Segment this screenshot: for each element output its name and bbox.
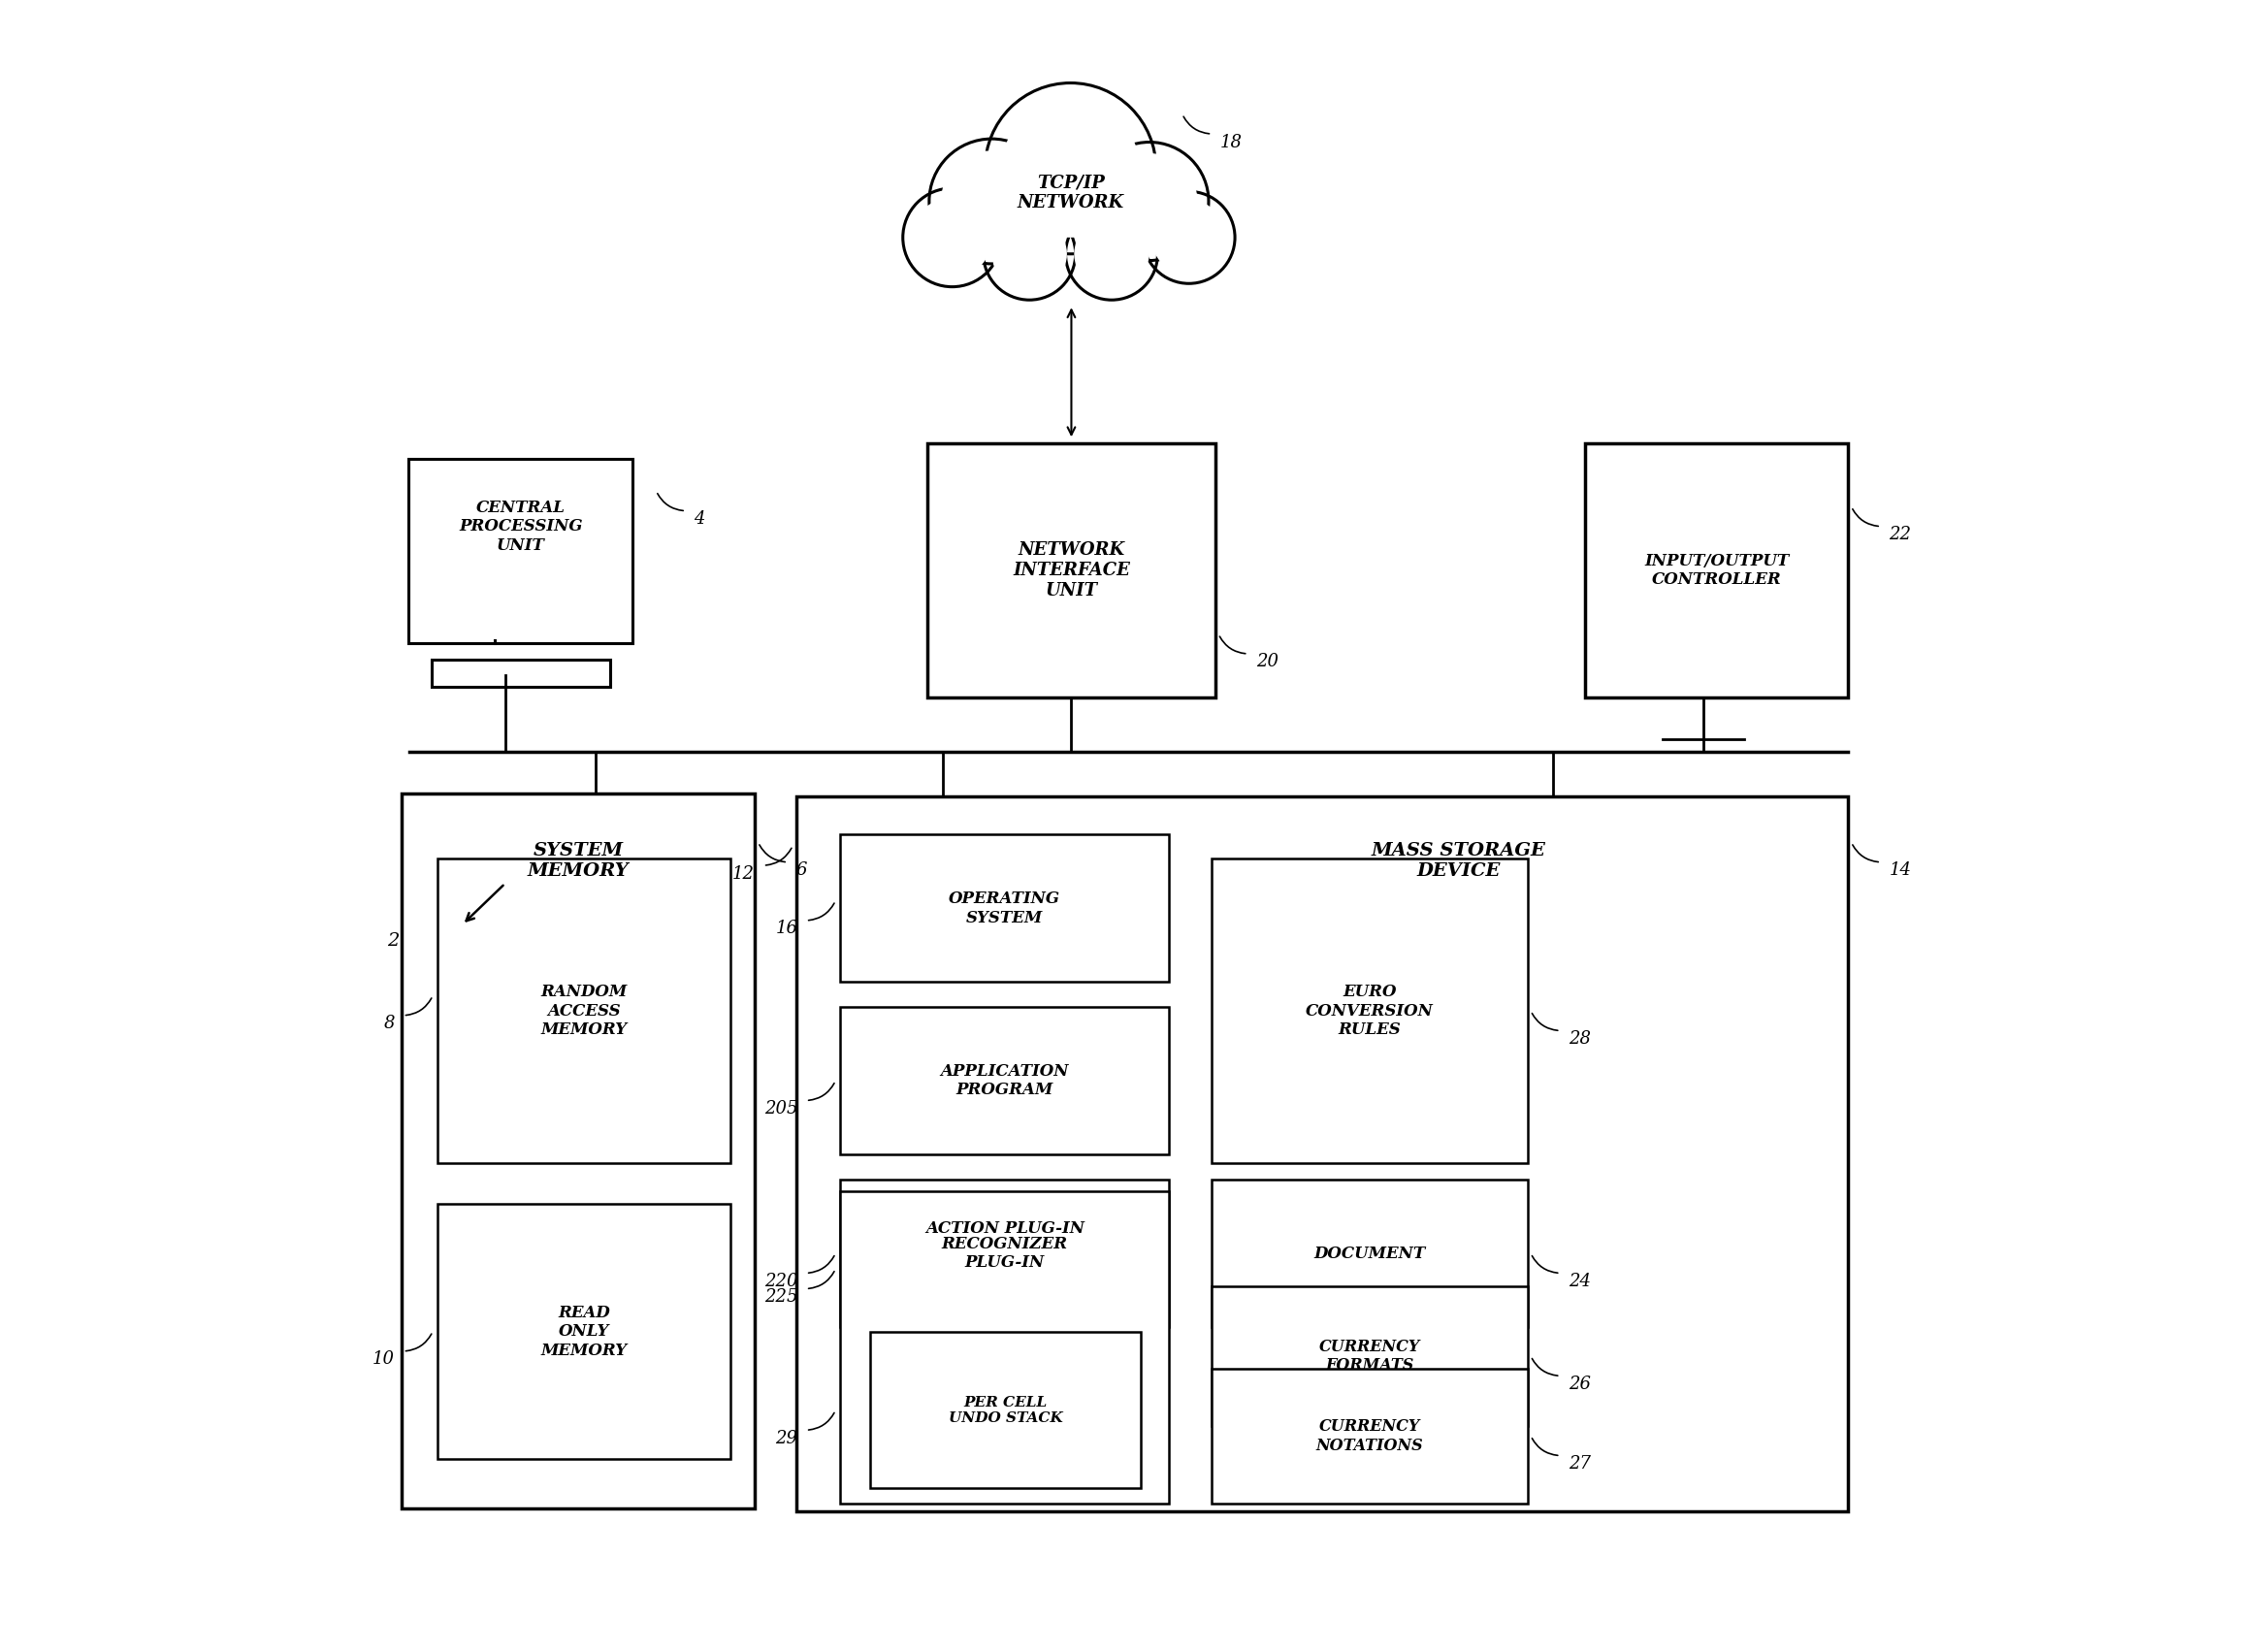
Circle shape xyxy=(902,188,1002,287)
Circle shape xyxy=(983,208,1076,301)
Text: CENTRAL
PROCESSING
UNIT: CENTRAL PROCESSING UNIT xyxy=(458,499,582,553)
Circle shape xyxy=(1090,142,1208,261)
Text: 18: 18 xyxy=(1219,134,1242,150)
Bar xyxy=(795,796,1849,1512)
Bar xyxy=(927,443,1215,697)
Bar xyxy=(1212,1287,1527,1426)
Bar xyxy=(841,1006,1169,1155)
Text: OPERATING
SYSTEM: OPERATING SYSTEM xyxy=(949,890,1060,927)
Text: 28: 28 xyxy=(1568,1031,1591,1047)
Text: 14: 14 xyxy=(1890,862,1913,879)
Circle shape xyxy=(1065,208,1158,301)
Text: 4: 4 xyxy=(693,510,705,527)
Text: 24: 24 xyxy=(1568,1272,1591,1290)
Text: 29: 29 xyxy=(775,1429,798,1447)
Text: PER CELL
UNDO STACK: PER CELL UNDO STACK xyxy=(949,1396,1063,1426)
Bar xyxy=(437,859,730,1163)
Text: NETWORK
INTERFACE
UNIT: NETWORK INTERFACE UNIT xyxy=(1013,542,1131,600)
Text: 26: 26 xyxy=(1568,1376,1591,1393)
Bar xyxy=(437,1204,730,1459)
Text: CURRENCY
FORMATS: CURRENCY FORMATS xyxy=(1319,1338,1421,1374)
Circle shape xyxy=(1074,216,1149,291)
Text: RANDOM
ACCESS
MEMORY: RANDOM ACCESS MEMORY xyxy=(542,983,628,1037)
Text: MASS STORAGE
DEVICE: MASS STORAGE DEVICE xyxy=(1371,843,1545,881)
Text: ACTION PLUG-IN: ACTION PLUG-IN xyxy=(925,1221,1085,1237)
Bar xyxy=(841,1191,1169,1503)
Bar xyxy=(408,459,632,643)
Text: 10: 10 xyxy=(372,1351,394,1368)
Bar xyxy=(1212,1180,1527,1328)
Text: 2: 2 xyxy=(387,932,399,950)
Bar xyxy=(841,1180,1169,1328)
Text: TCP/IP
NETWORK: TCP/IP NETWORK xyxy=(1017,173,1124,211)
Circle shape xyxy=(1151,200,1226,274)
Bar xyxy=(401,793,755,1508)
Circle shape xyxy=(1002,101,1140,236)
Bar xyxy=(1212,859,1527,1163)
Text: 12: 12 xyxy=(732,866,755,882)
Text: SYSTEM
MEMORY: SYSTEM MEMORY xyxy=(528,843,630,881)
Text: 22: 22 xyxy=(1890,525,1913,544)
Text: DOCUMENT: DOCUMENT xyxy=(1314,1246,1425,1262)
Bar xyxy=(841,834,1169,983)
Circle shape xyxy=(1101,154,1196,249)
Bar xyxy=(1212,1368,1527,1503)
Text: 220: 220 xyxy=(764,1272,798,1290)
Text: EURO
CONVERSION
RULES: EURO CONVERSION RULES xyxy=(1305,983,1434,1037)
Circle shape xyxy=(1142,192,1235,284)
Circle shape xyxy=(986,83,1156,254)
Text: 6: 6 xyxy=(795,862,807,879)
Text: INPUT/OUTPUT
CONTROLLER: INPUT/OUTPUT CONTROLLER xyxy=(1645,553,1788,588)
Bar xyxy=(431,659,610,687)
Text: 16: 16 xyxy=(775,920,798,937)
Text: APPLICATION
PROGRAM: APPLICATION PROGRAM xyxy=(940,1062,1070,1099)
Bar xyxy=(870,1332,1142,1488)
Circle shape xyxy=(993,216,1067,291)
Circle shape xyxy=(929,139,1054,264)
Text: 8: 8 xyxy=(383,1014,394,1032)
Bar xyxy=(1586,443,1849,697)
Circle shape xyxy=(943,152,1042,251)
Circle shape xyxy=(913,198,993,278)
Text: 225: 225 xyxy=(764,1289,798,1305)
Text: 20: 20 xyxy=(1255,653,1278,671)
Text: READ
ONLY
MEMORY: READ ONLY MEMORY xyxy=(542,1303,628,1358)
Text: RECOGNIZER
PLUG-IN: RECOGNIZER PLUG-IN xyxy=(943,1236,1067,1270)
Text: CURRENCY
NOTATIONS: CURRENCY NOTATIONS xyxy=(1317,1417,1423,1454)
Text: 27: 27 xyxy=(1568,1455,1591,1472)
Text: 205: 205 xyxy=(764,1100,798,1117)
